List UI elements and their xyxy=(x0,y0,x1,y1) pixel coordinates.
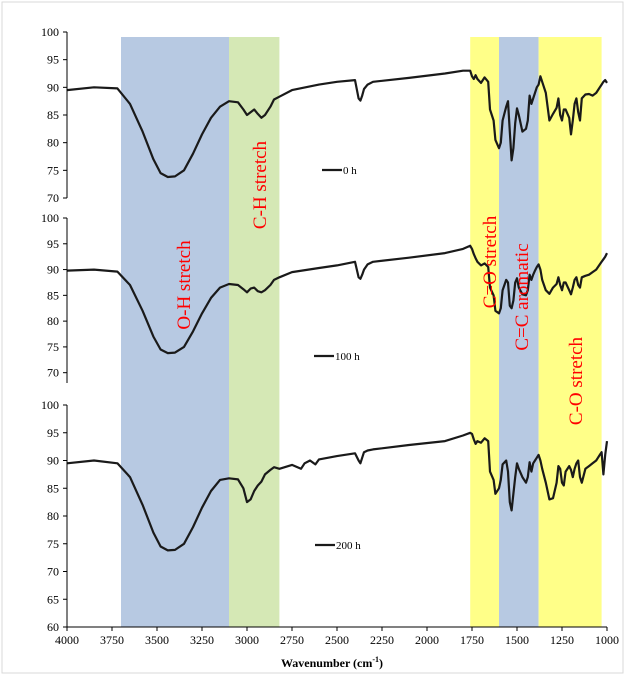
y-tick-label-1-80: 80 xyxy=(47,136,59,150)
spectra-layer: 0 h 100 h 200 h xyxy=(66,69,609,552)
band-label-2: C-H stretch xyxy=(250,140,271,229)
band-label-3: C=O stretch xyxy=(480,215,501,308)
y-tick-label-3-70: 70 xyxy=(47,565,59,579)
legend-label-2: 100 h xyxy=(335,351,360,363)
y-tick-label-1-75: 75 xyxy=(47,163,59,177)
y-tick-label-3-65: 65 xyxy=(47,592,59,606)
axes-layer: 100 95 90 85 80 75 70 100 95 90 85 80 75 70 100 95 90 85 8… xyxy=(41,25,619,647)
spectrum-line-1 xyxy=(66,69,608,179)
y-tick-label-1-85: 85 xyxy=(47,108,59,122)
y-tick-label-3-80: 80 xyxy=(47,509,59,523)
band-label-layer: O-H stretch C-H stretch C=O stretch C=C aro… xyxy=(174,140,587,425)
y-tick-label-1-95: 95 xyxy=(47,53,59,67)
band-1 xyxy=(121,37,229,627)
spectrum-line-3 xyxy=(66,431,609,552)
x-axis-title-superscript: -1 xyxy=(372,655,379,664)
x-tick-label-1750: 1750 xyxy=(460,633,484,647)
y-tick-label-2-75: 75 xyxy=(47,340,59,354)
y-tick-label-2-100: 100 xyxy=(41,211,59,225)
y-tick-label-2-70: 70 xyxy=(47,366,59,380)
y-tick-label-2-95: 95 xyxy=(47,237,59,251)
x-tick-label-2500: 2500 xyxy=(325,633,349,647)
x-tick-label-3750: 3750 xyxy=(100,633,124,647)
spectrum-line-2 xyxy=(66,244,608,355)
y-tick-label-1-70: 70 xyxy=(47,191,59,205)
x-axis-title-text: Wavenumber (cm xyxy=(281,656,372,670)
legend-label-3: 200 h xyxy=(336,540,361,552)
y-tick-label-3-90: 90 xyxy=(47,454,59,468)
y-tick-label-3-100: 100 xyxy=(41,398,59,412)
y-tick-label-1-90: 90 xyxy=(47,80,59,94)
x-axis-title-tail: ) xyxy=(379,656,383,670)
band-4 xyxy=(499,37,539,627)
y-tick-label-2-90: 90 xyxy=(47,263,59,277)
y-tick-label-2-85: 85 xyxy=(47,288,59,302)
band-2 xyxy=(229,37,280,627)
y-tick-label-2-80: 80 xyxy=(47,314,59,328)
band-label-5: C-O stretch xyxy=(566,336,587,425)
x-tick-label-1250: 1250 xyxy=(550,633,574,647)
x-tick-label-3500: 3500 xyxy=(145,633,169,647)
x-tick-label-1500: 1500 xyxy=(505,633,529,647)
x-axis-title: Wavenumber (cm-1) xyxy=(281,655,383,670)
x-tick-label-3250: 3250 xyxy=(190,633,214,647)
band-label-1: O-H stretch xyxy=(174,240,195,330)
y-tick-label-1-100: 100 xyxy=(41,25,59,39)
x-tick-label-2250: 2250 xyxy=(370,633,394,647)
x-tick-label-2000: 2000 xyxy=(415,633,439,647)
y-tick-label-3-60: 60 xyxy=(47,620,59,634)
y-tick-label-3-75: 75 xyxy=(47,537,59,551)
x-tick-label-4000: 4000 xyxy=(55,633,79,647)
band-label-4: C=C aromatic xyxy=(512,243,533,350)
x-tick-label-3000: 3000 xyxy=(235,633,259,647)
x-tick-label-2750: 2750 xyxy=(280,633,304,647)
y-tick-label-3-85: 85 xyxy=(47,481,59,495)
legend-label-1: 0 h xyxy=(343,165,357,177)
band-5 xyxy=(538,37,602,627)
x-tick-label-1000: 1000 xyxy=(595,633,619,647)
y-tick-label-3-95: 95 xyxy=(47,426,59,440)
